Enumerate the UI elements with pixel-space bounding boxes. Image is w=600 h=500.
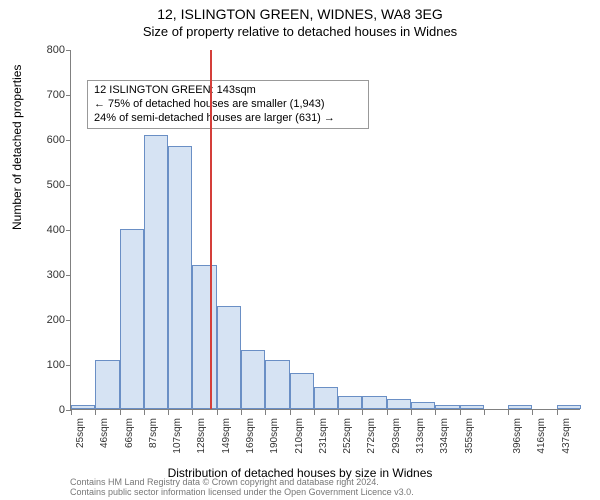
x-tick-label: 437sqm (561, 418, 572, 462)
y-tick-mark (66, 275, 71, 276)
footer-line2: Contains public sector information licen… (70, 488, 414, 498)
page-title-line2: Size of property relative to detached ho… (0, 24, 600, 39)
x-tick-label: 87sqm (148, 418, 159, 462)
y-tick-mark (66, 320, 71, 321)
y-tick-label: 100 (35, 359, 65, 371)
x-tick-label: 25sqm (75, 418, 86, 462)
y-tick-label: 500 (35, 179, 65, 191)
x-tick-label: 416sqm (536, 418, 547, 462)
x-tick-mark (192, 410, 193, 415)
x-tick-mark (387, 410, 388, 415)
annotation-box: 12 ISLINGTON GREEN: 143sqm ← 75% of deta… (87, 80, 369, 129)
histogram-bar (508, 405, 532, 410)
x-tick-label: 396sqm (512, 418, 523, 462)
y-tick-label: 300 (35, 269, 65, 281)
y-tick-mark (66, 95, 71, 96)
histogram-bar (71, 405, 95, 410)
histogram-bar (411, 402, 435, 409)
histogram-bar (314, 387, 338, 410)
x-tick-label: 169sqm (245, 418, 256, 462)
x-tick-mark (120, 410, 121, 415)
x-tick-mark (362, 410, 363, 415)
x-tick-label: 313sqm (415, 418, 426, 462)
x-tick-label: 334sqm (439, 418, 450, 462)
annot-line3: 24% of semi-detached houses are larger (… (94, 112, 362, 126)
y-tick-mark (66, 230, 71, 231)
x-tick-mark (484, 410, 485, 415)
histogram-bar (435, 405, 459, 410)
histogram-bar (557, 405, 581, 410)
histogram-bar (241, 350, 265, 409)
property-marker-line (210, 50, 212, 409)
x-tick-label: 355sqm (464, 418, 475, 462)
chart-area: 12 ISLINGTON GREEN: 143sqm ← 75% of deta… (70, 50, 580, 410)
histogram-bar (362, 396, 386, 410)
x-tick-mark (557, 410, 558, 415)
x-tick-label: 149sqm (221, 418, 232, 462)
x-tick-label: 293sqm (391, 418, 402, 462)
histogram-bar (290, 373, 314, 409)
x-tick-mark (435, 410, 436, 415)
histogram-bar (265, 360, 289, 410)
x-tick-label: 272sqm (366, 418, 377, 462)
x-tick-label: 190sqm (269, 418, 280, 462)
histogram-bar (168, 146, 192, 409)
histogram-bar (95, 360, 119, 409)
x-tick-mark (411, 410, 412, 415)
x-tick-mark (460, 410, 461, 415)
x-tick-label: 210sqm (294, 418, 305, 462)
x-tick-mark (265, 410, 266, 415)
x-tick-label: 66sqm (124, 418, 135, 462)
x-tick-mark (508, 410, 509, 415)
x-tick-mark (314, 410, 315, 415)
x-tick-label: 46sqm (99, 418, 110, 462)
y-tick-label: 800 (35, 44, 65, 56)
histogram-bar (460, 405, 484, 410)
x-tick-mark (338, 410, 339, 415)
y-tick-label: 200 (35, 314, 65, 326)
y-tick-label: 0 (35, 404, 65, 416)
y-axis-label: Number of detached properties (10, 65, 24, 230)
histogram-bar (387, 399, 411, 409)
x-tick-mark (95, 410, 96, 415)
x-tick-mark (217, 410, 218, 415)
histogram-bar (338, 396, 362, 410)
x-tick-mark (241, 410, 242, 415)
x-tick-label: 128sqm (196, 418, 207, 462)
x-tick-mark (290, 410, 291, 415)
histogram-plot: 12 ISLINGTON GREEN: 143sqm ← 75% of deta… (70, 50, 580, 410)
y-tick-mark (66, 140, 71, 141)
page-title-line1: 12, ISLINGTON GREEN, WIDNES, WA8 3EG (0, 6, 600, 22)
annot-line2: ← 75% of detached houses are smaller (1,… (94, 98, 362, 112)
y-tick-label: 600 (35, 134, 65, 146)
annot-line1: 12 ISLINGTON GREEN: 143sqm (94, 84, 362, 98)
x-tick-mark (168, 410, 169, 415)
x-tick-label: 252sqm (342, 418, 353, 462)
histogram-bar (217, 306, 241, 410)
y-tick-label: 700 (35, 89, 65, 101)
histogram-bar (192, 265, 216, 409)
y-tick-mark (66, 50, 71, 51)
y-tick-mark (66, 365, 71, 366)
y-tick-label: 400 (35, 224, 65, 236)
y-tick-mark (66, 185, 71, 186)
footer-attribution: Contains HM Land Registry data © Crown c… (70, 478, 414, 498)
x-tick-label: 231sqm (318, 418, 329, 462)
x-tick-mark (144, 410, 145, 415)
x-tick-label: 107sqm (172, 418, 183, 462)
histogram-bar (120, 229, 144, 409)
x-tick-mark (532, 410, 533, 415)
x-tick-mark (71, 410, 72, 415)
histogram-bar (144, 135, 168, 410)
